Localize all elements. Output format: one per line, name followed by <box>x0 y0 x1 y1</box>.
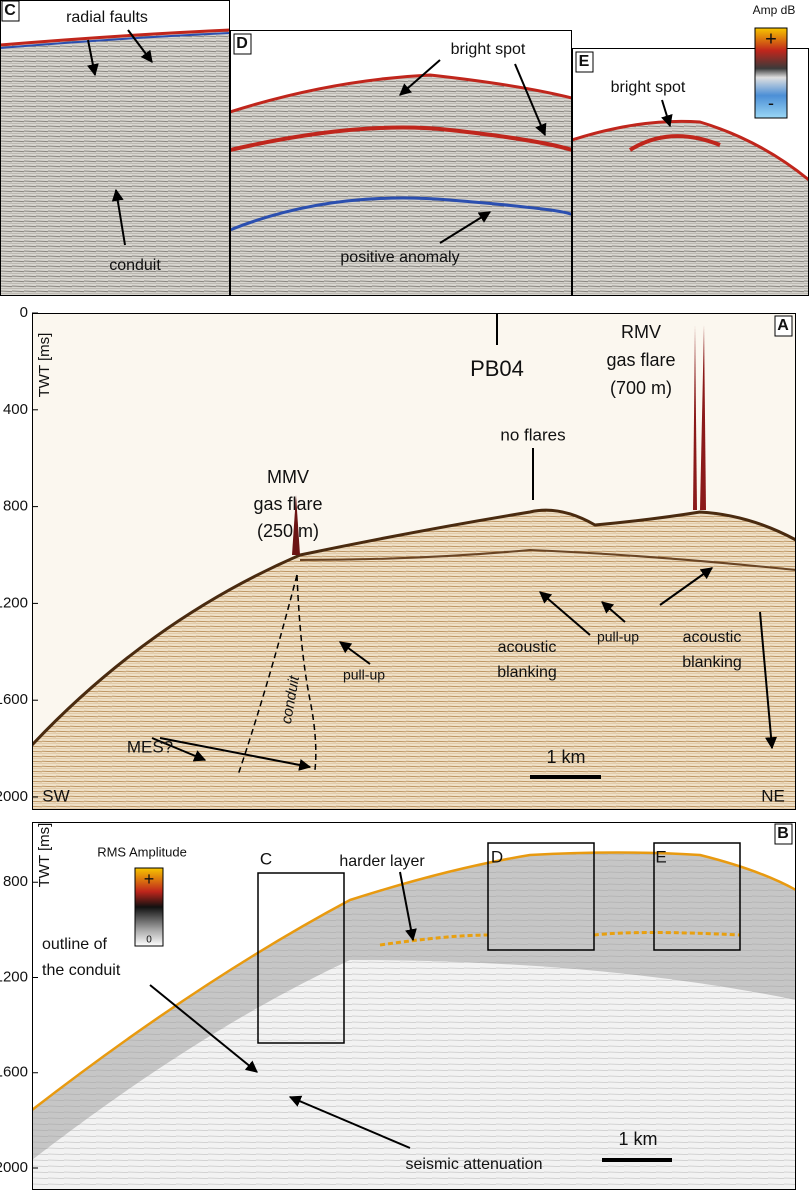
annotation: acoustic <box>498 639 557 656</box>
arrow <box>151 737 207 762</box>
panel-frame <box>32 313 796 810</box>
annotation: pull-up <box>343 667 385 683</box>
arrow <box>159 737 312 771</box>
annotation: C <box>260 849 272 868</box>
amp-colorbar <box>754 27 788 119</box>
y-tick-label: 1600 <box>0 1064 28 1081</box>
annotation: acoustic <box>683 629 742 646</box>
panel-label-box <box>575 51 594 73</box>
arrow <box>339 641 371 665</box>
annotation: 1 km <box>618 1129 657 1149</box>
arrow <box>399 871 417 942</box>
arrow <box>661 99 673 128</box>
y-tick-label: 1200 <box>0 594 28 611</box>
arrow <box>127 29 153 63</box>
rms-colorbar <box>134 867 164 947</box>
annotation: RMS Amplitude <box>97 844 187 859</box>
arrow <box>149 984 258 1073</box>
annotation: (700 m) <box>610 378 672 398</box>
arrow <box>514 63 547 137</box>
arrow <box>539 591 591 636</box>
panel-label-box <box>233 33 252 55</box>
annotation: - <box>768 93 774 113</box>
arrow <box>111 188 126 246</box>
annotation: conduit <box>109 257 161 274</box>
panel-label: D <box>236 35 248 52</box>
annotation: seismic attenuation <box>406 1156 543 1173</box>
y-tick-label: 1200 <box>0 968 28 985</box>
annotation: SW <box>42 786 69 805</box>
y-tick-label: 800 <box>3 873 28 890</box>
panel-c-image <box>0 0 230 296</box>
annotation: (250 m) <box>257 521 319 541</box>
arrow <box>86 39 99 77</box>
panel-label: E <box>579 53 590 70</box>
annotation: positive anomaly <box>340 249 459 266</box>
y-tick-label: 800 <box>3 498 28 515</box>
annotation: MMV <box>267 467 309 487</box>
annotation: blanking <box>497 664 557 681</box>
arrow <box>659 567 713 606</box>
y-tick-label: 2000 <box>0 1159 28 1176</box>
annotation: D <box>491 847 503 866</box>
annotation: gas flare <box>253 494 322 514</box>
panel-label: B <box>777 825 789 842</box>
y-tick-label: 2000 <box>0 788 28 805</box>
axis-label: TWT [ms] <box>36 333 53 398</box>
inset-box <box>487 842 595 951</box>
annotation: outline of <box>42 936 107 953</box>
annotation: 1 km <box>546 747 585 767</box>
annotation: no flares <box>500 425 565 444</box>
panel-label-box <box>774 315 793 337</box>
annotation: MES? <box>127 737 173 756</box>
annotation: 0 <box>146 935 152 946</box>
annotation: radial faults <box>66 9 148 26</box>
panel-frame <box>0 0 230 296</box>
panel-label-box <box>774 823 793 845</box>
y-tick-label: 400 <box>3 401 28 418</box>
annotation: the conduit <box>42 962 121 979</box>
axis-label: TWT [ms] <box>36 823 53 888</box>
arrow <box>288 1095 411 1149</box>
annotation: + <box>765 28 777 50</box>
annotation: pull-up <box>597 629 639 645</box>
annotation: PB04 <box>470 356 524 381</box>
arrow <box>759 611 778 750</box>
panel-label-box <box>1 0 20 22</box>
annotation: + <box>144 869 155 889</box>
panel-frame <box>230 30 572 296</box>
inset-box <box>653 842 741 951</box>
panel-label: A <box>777 317 789 334</box>
arrow <box>601 601 626 623</box>
panel-frame <box>32 822 796 1190</box>
annotation: RMV <box>621 322 661 342</box>
annotation: bright spot <box>451 41 526 58</box>
arrow <box>439 211 492 244</box>
annotation: gas flare <box>606 350 675 370</box>
annotation: E <box>655 847 666 866</box>
annotation: bright spot <box>611 79 686 96</box>
y-tick-label: 1600 <box>0 691 28 708</box>
panel-a-image <box>32 313 796 810</box>
annotation: Amp dB <box>753 3 796 17</box>
annotation: NE <box>761 786 785 805</box>
panel-d-image <box>230 30 572 296</box>
annotation: harder layer <box>339 853 425 870</box>
panel-label: C <box>4 2 16 19</box>
y-tick-label: 0 <box>20 304 28 321</box>
inset-box <box>257 872 345 1044</box>
arrow <box>399 59 441 96</box>
annotation: blanking <box>682 654 742 671</box>
